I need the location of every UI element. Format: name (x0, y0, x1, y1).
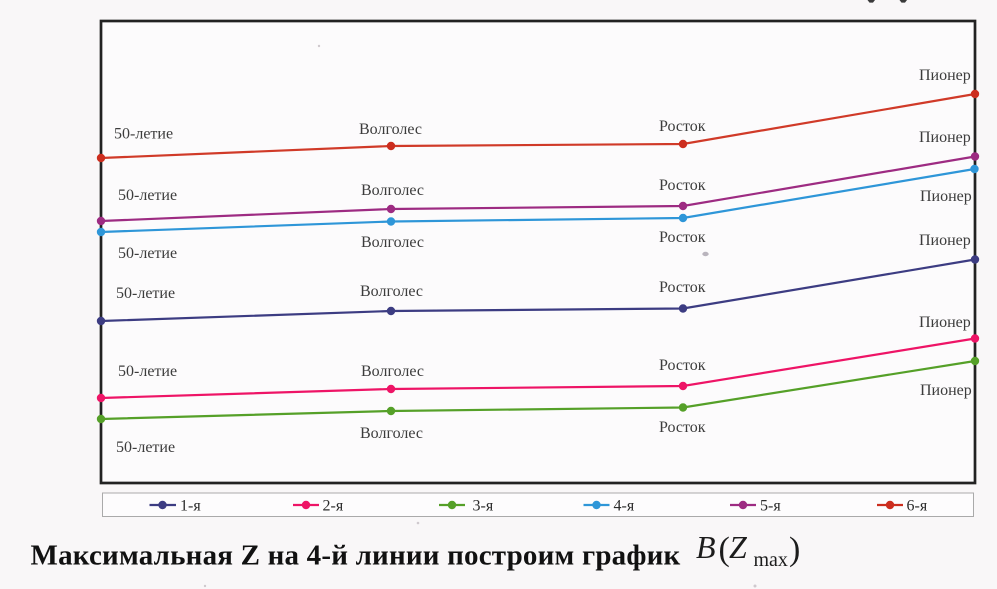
svg-text:4-я: 4-я (614, 497, 635, 514)
svg-text:): ) (789, 531, 800, 568)
svg-text:Пионер: Пионер (919, 314, 971, 331)
svg-text:Пионер: Пионер (920, 188, 972, 205)
svg-text:50-летие: 50-летие (118, 363, 177, 380)
svg-text:50-летие: 50-летие (116, 439, 175, 456)
svg-text:Волголес: Волголес (359, 121, 422, 138)
svg-text:Росток: Росток (659, 419, 706, 436)
svg-text:Росток: Росток (659, 229, 706, 246)
svg-text:Волголес: Волголес (361, 234, 424, 251)
svg-text:50-летие: 50-летие (116, 285, 175, 302)
svg-text:3-я: 3-я (473, 497, 494, 514)
svg-text:Волголес: Волголес (360, 283, 423, 300)
svg-text:Росток: Росток (659, 357, 706, 374)
svg-text:Росток: Росток (659, 118, 706, 135)
svg-text:(: ( (719, 531, 730, 568)
svg-text:max: max (754, 549, 788, 571)
svg-text:1-я: 1-я (180, 497, 201, 514)
svg-text:Росток: Росток (659, 279, 706, 296)
svg-text:Максимальная Z на 4-й линии по: Максимальная Z на 4-й линии построим гра… (31, 540, 681, 572)
svg-text:Пионер: Пионер (919, 232, 971, 249)
svg-text:Пионер: Пионер (920, 382, 972, 399)
svg-text:Пионер: Пионер (919, 129, 971, 146)
svg-text:50-летие: 50-летие (114, 126, 173, 143)
svg-text:Волголес: Волголес (361, 182, 424, 199)
svg-text:Z: Z (729, 529, 748, 565)
svg-text:Пионер: Пионер (919, 67, 971, 84)
svg-text:50-летие: 50-летие (118, 245, 177, 262)
svg-text:B: B (696, 529, 716, 565)
svg-text:Волголес: Волголес (361, 363, 424, 380)
svg-text:50-летие: 50-летие (118, 187, 177, 204)
svg-text:5-я: 5-я (760, 497, 781, 514)
svg-text:2-я: 2-я (323, 497, 344, 514)
svg-text:Росток: Росток (659, 177, 706, 194)
svg-text:6-я: 6-я (907, 497, 928, 514)
svg-text:Волголес: Волголес (360, 425, 423, 442)
